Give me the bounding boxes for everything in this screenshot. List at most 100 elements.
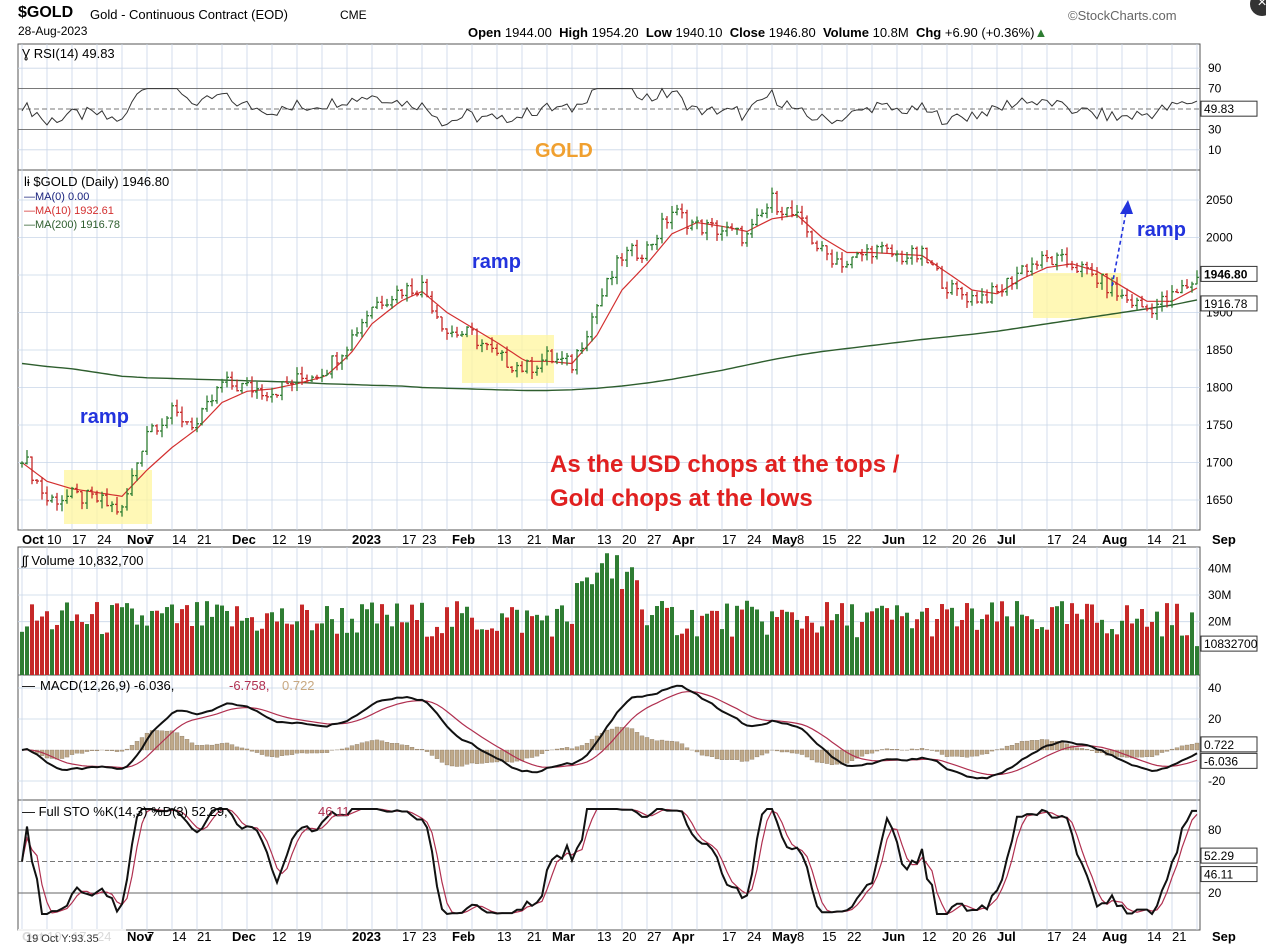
volume-bar [850,604,854,675]
price-bar [100,491,104,509]
volume-bar [530,616,534,675]
macd-histogram-bar [1089,749,1095,751]
volume-bar [185,605,189,675]
volume-bar [170,604,174,675]
macd-histogram-bar [969,749,975,757]
macd-histogram-bar [184,739,190,751]
volume-bar [745,600,749,675]
price-bar [800,205,804,225]
price-bar [910,245,914,265]
volume-bar [495,630,499,675]
macd-histogram-bar [934,749,940,752]
volume-bar [540,620,544,675]
chop-zone-highlight [1033,273,1121,318]
price-bar [990,282,994,304]
volume-bar [135,624,139,675]
volume-bar [485,629,489,675]
price-bar [915,246,919,263]
macd-histogram-bar [569,748,575,751]
chg-value: +6.90 (+0.36%) [944,25,1035,40]
volume-tick-label: 20M [1208,615,1231,629]
price-bar [1165,290,1169,308]
price-bar [315,374,319,380]
volume-value-tag-box [1200,635,1258,652]
macd-histogram-bar [269,749,275,757]
volume-bar [955,626,959,675]
volume-bar [290,624,294,675]
volume-bar [150,610,154,675]
macd-histogram-bar [274,749,280,758]
volume-bar [760,621,764,675]
price-bar [210,394,214,407]
price-bar [350,329,354,351]
price-bar [600,288,604,307]
macd-histogram-bar [64,749,70,758]
macd-histogram-bar [464,749,470,765]
price-bar [860,249,864,262]
x-axis-label: Feb [452,532,475,547]
price-bar [60,495,64,512]
price-bar [1130,294,1134,308]
volume-bar [440,633,444,675]
price-bar [850,256,854,269]
price-bar [945,281,949,299]
macd-tick-label: -20 [1208,774,1226,788]
volume-bar [810,622,814,675]
close-icon[interactable]: × [1250,0,1266,16]
macd-histogram-bar [719,749,725,760]
price-tick-label: 1800 [1206,381,1233,395]
volume-bar [925,608,929,675]
volume-bar [570,623,574,675]
macd-histogram-bar [444,749,450,766]
volume-bar [40,616,44,675]
volume-bar [1055,606,1059,675]
macd-histogram-bar [519,749,525,761]
macd-histogram-bar [574,746,580,751]
macd-tick-label: 20 [1208,712,1222,726]
macd-histogram-bar [744,749,750,762]
close-value: 1946.80 [768,25,816,40]
volume-value-tag: 10832700 [1204,637,1258,651]
macd-histogram-bar [1139,749,1145,758]
macd-histogram-bar [1074,747,1080,751]
price-bar [230,371,234,390]
volume-bar [1145,626,1149,675]
price-bar [540,353,544,373]
price-bar [425,278,429,298]
macd-histogram-bar [999,748,1005,751]
macd-histogram-bar [784,749,790,753]
macd-histogram-bar [59,749,65,759]
volume-bar [105,632,109,675]
volume-bar [795,619,799,675]
price-bar [130,468,134,496]
macd-histogram-bar [439,749,445,763]
x-axis-label-bottom: 17 [402,929,416,944]
macd-histogram-bar [894,749,900,751]
x-axis-label-bottom: 12 [272,929,286,944]
macd-histogram-bar [214,743,220,751]
macd-histogram-bar [959,749,965,757]
volume-bar [305,609,309,675]
macd-histogram-bar [889,749,895,751]
volume-bar [125,603,129,675]
volume-bar [220,605,224,675]
macd-histogram-bar [1164,749,1170,752]
volume-bar [280,608,284,675]
macd-histogram-bar [749,749,755,760]
macd-histogram-bar [984,749,990,755]
macd-histogram-bar [469,749,475,764]
volume-bar [515,609,519,675]
macd-histogram-bar [939,749,945,755]
price-bar [750,218,754,238]
open-label: Open [468,25,502,40]
volume-bar [260,628,264,675]
price-bar [755,208,759,226]
macd-hist-legend: 0.722 [282,678,315,693]
volume-bar [590,584,594,675]
price-bar [345,346,349,360]
macd-histogram-bar [674,741,680,751]
price-bar [605,277,609,297]
volume-bar [940,604,944,675]
macd-histogram-bar [1174,747,1180,751]
volume-bar [1150,621,1154,675]
